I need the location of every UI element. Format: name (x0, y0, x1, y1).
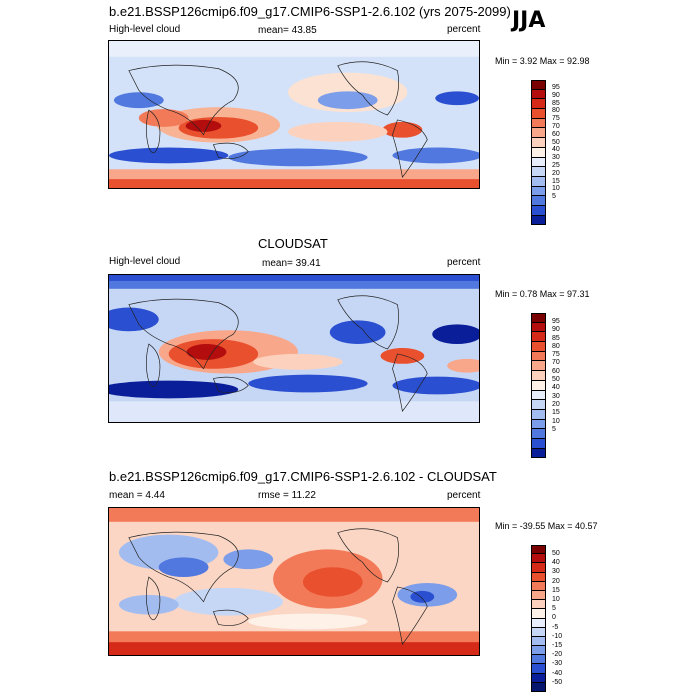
panel1-minmax: Min = 3.92 Max = 92.98 (495, 56, 590, 66)
panel2-colorbar-labels: 95 90 85 80 75 70 60 50 40 30 20 15 10 5 (552, 318, 560, 434)
cbar-label: 50 (552, 138, 560, 146)
panel2-colorbar (531, 313, 546, 459)
cbar-label: -20 (552, 651, 563, 659)
cbar-label: -30 (552, 660, 563, 668)
cbar-label: 10 (552, 185, 560, 193)
cbar-label: 95 (552, 84, 560, 91)
panel2-center-label: mean= 39.41 (262, 258, 321, 269)
panel3-left-label: mean = 4.44 (109, 490, 165, 501)
cbar-label: 95 (552, 318, 560, 325)
cbar-label: 20 (552, 577, 560, 585)
cbar-label: -5 (552, 623, 559, 631)
cbar-label: 10 (552, 417, 560, 425)
cbar-label: 5 (552, 193, 556, 201)
cbar-label: 40 (552, 559, 560, 567)
cbar-label: 15 (552, 409, 560, 417)
cbar-label: 70 (552, 359, 560, 367)
panel1-right-label: percent (447, 24, 481, 35)
cbar-label: 0 (552, 614, 556, 622)
cbar-label: 5 (552, 605, 556, 613)
panel2-minmax: Min = 0.78 Max = 97.31 (495, 289, 590, 299)
cbar-label: 75 (552, 115, 560, 123)
panel3-colorbar (531, 545, 546, 692)
cbar-label: 80 (552, 107, 560, 115)
cbar-label: 20 (552, 400, 560, 408)
cbar-label: -40 (552, 669, 563, 677)
panel3-map (108, 507, 480, 656)
cbar-label: 90 (552, 91, 560, 99)
panel2-field (109, 275, 479, 422)
cbar-label: 15 (552, 177, 560, 185)
panel3-colorbar-labels: 50 40 30 20 15 10 5 0 -5 -10 -15 -20 -30… (552, 549, 562, 687)
cbar-label: -15 (552, 642, 563, 650)
panel1-map (108, 40, 480, 189)
panel1-colorbar-labels: 95 90 85 80 75 70 60 50 40 30 25 20 15 1… (552, 84, 560, 201)
cbar-label: 60 (552, 367, 560, 375)
cbar-label: 50 (552, 376, 560, 384)
panel3-field (109, 508, 479, 655)
panel1-colorbar (531, 80, 546, 226)
panel1-title: b.e21.BSSP126cmip6.f09_g17.CMIP6-SSP1-2.… (109, 4, 511, 19)
cbar-label: 50 (552, 550, 560, 557)
panel1-left-label: High-level cloud (109, 24, 181, 35)
cbar-label: 85 (552, 334, 560, 342)
cbar-label: 30 (552, 154, 560, 162)
panel3-minmax: Min = -39.55 Max = 40.57 (495, 521, 598, 531)
cbar-label: 60 (552, 130, 560, 138)
cbar-label: 90 (552, 326, 560, 334)
cbar-label: 30 (552, 568, 560, 576)
season-label: JJA (512, 8, 546, 33)
cbar-label: 20 (552, 169, 560, 177)
cbar-label: 30 (552, 392, 560, 400)
cbar-label: -50 (552, 678, 563, 686)
panel3-title: b.e21.BSSP126cmip6.f09_g17.CMIP6-SSP1-2.… (109, 469, 497, 484)
panel1-field (109, 41, 479, 188)
panel2-title: CLOUDSAT (258, 236, 328, 251)
cbar-label: 25 (552, 161, 560, 169)
cbar-label: -10 (552, 632, 563, 640)
cbar-label: 40 (552, 146, 560, 154)
panel3-center-label: rmse = 11.22 (258, 490, 316, 501)
panel3-right-label: percent (447, 490, 481, 501)
cbar-label: 80 (552, 342, 560, 350)
cbar-label: 40 (552, 384, 560, 392)
cbar-label: 75 (552, 351, 560, 359)
cbar-label: 15 (552, 586, 560, 594)
panel1-center-label: mean= 43.85 (258, 25, 317, 36)
panel2-left-label: High-level cloud (109, 256, 181, 267)
panel2-map (108, 274, 480, 423)
cbar-label: 10 (552, 596, 560, 604)
cbar-label: 5 (552, 425, 556, 433)
cbar-label: 70 (552, 122, 560, 130)
cbar-label: 85 (552, 99, 560, 107)
panel2-right-label: percent (447, 257, 481, 268)
